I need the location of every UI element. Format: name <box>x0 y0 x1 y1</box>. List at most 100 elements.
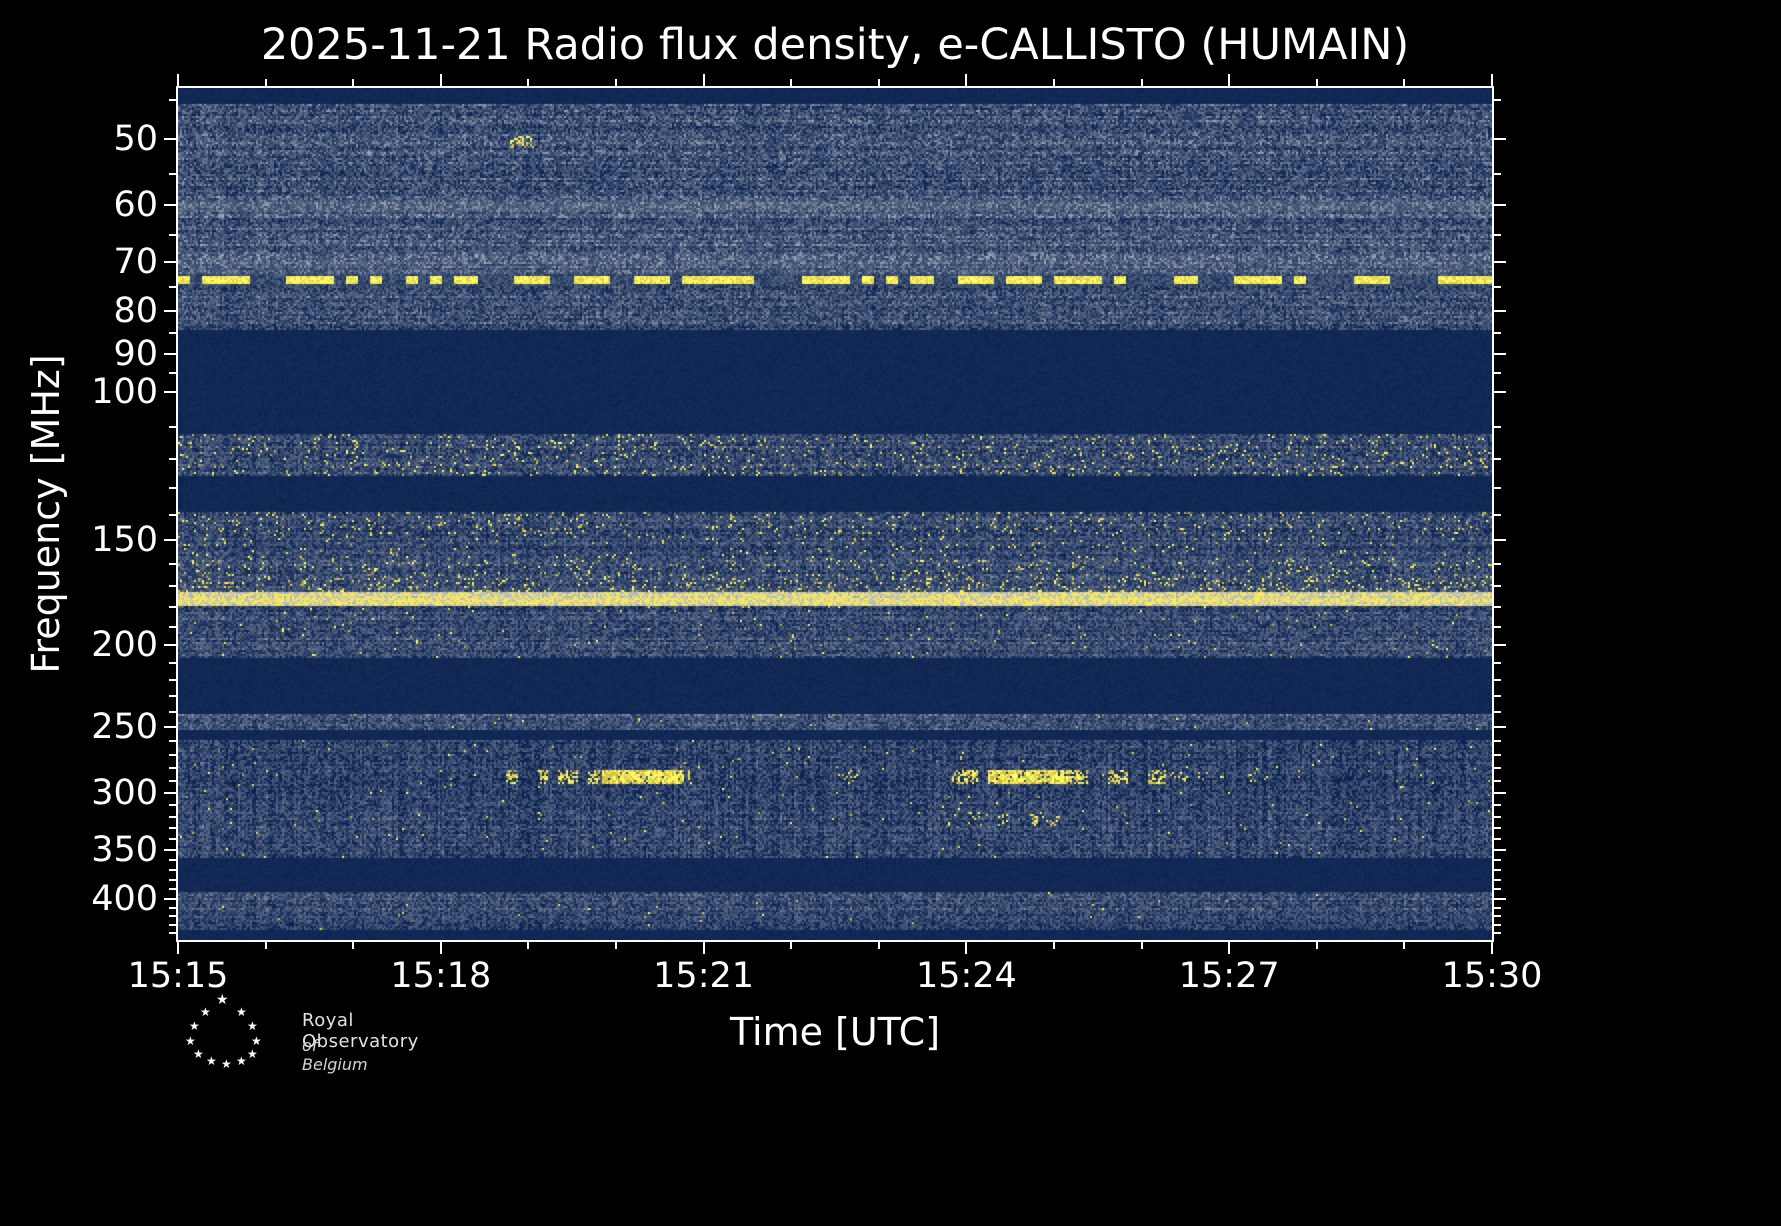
spectrogram-heatmap <box>178 88 1492 940</box>
logo-star-icon: ★ <box>216 992 229 1008</box>
y-major-tick-right <box>1494 352 1506 355</box>
y-minor-tick-left <box>169 804 176 807</box>
y-major-tick-left <box>164 792 176 795</box>
logo-star-icon: ★ <box>221 1057 232 1071</box>
x-minor-tick-bottom <box>877 942 880 949</box>
y-major-tick-right <box>1494 792 1506 795</box>
x-major-tick-bottom <box>177 942 179 954</box>
logo-star-icon: ★ <box>200 1005 211 1019</box>
y-major-tick-right <box>1494 725 1506 728</box>
x-major-tick-top <box>177 74 179 86</box>
y-minor-tick-left <box>169 915 176 918</box>
y-minor-tick-right <box>1494 924 1501 927</box>
y-minor-tick-right <box>1494 869 1501 872</box>
y-minor-tick-left <box>169 605 176 608</box>
y-minor-tick-left <box>169 286 176 288</box>
y-minor-tick-right <box>1494 233 1501 236</box>
y-minor-tick-right <box>1494 605 1501 608</box>
y-minor-tick-right <box>1494 486 1501 489</box>
y-minor-tick-left <box>169 710 176 713</box>
x-tick-label: 15:24 <box>915 956 1017 996</box>
x-minor-tick-top <box>1403 79 1406 86</box>
x-major-tick-top <box>439 74 442 86</box>
logo-star-icon: ★ <box>189 1019 200 1033</box>
x-minor-tick-bottom <box>790 942 793 949</box>
x-minor-tick-bottom <box>1140 942 1143 949</box>
y-minor-tick-left <box>169 859 176 862</box>
x-minor-tick-bottom <box>1403 942 1406 949</box>
x-tick-label: 15:15 <box>127 956 229 996</box>
chart-title: 2025-11-21 Radio flux density, e-CALLIST… <box>260 20 1410 70</box>
y-minor-tick-right <box>1494 740 1501 743</box>
y-minor-tick-left <box>169 562 176 565</box>
y-minor-tick-right <box>1494 331 1501 334</box>
y-minor-tick-right <box>1494 286 1501 288</box>
y-minor-tick-left <box>169 662 176 665</box>
y-minor-tick-left <box>169 331 176 334</box>
logo-star-icon: ★ <box>236 1054 247 1068</box>
y-minor-tick-left <box>169 625 176 628</box>
y-minor-tick-left <box>169 372 176 375</box>
y-minor-tick-left <box>169 878 176 881</box>
y-tick-label: 250 <box>91 706 158 747</box>
x-minor-tick-bottom <box>527 942 530 949</box>
logo-star-icon: ★ <box>185 1034 196 1048</box>
y-minor-tick-left <box>169 827 176 830</box>
y-minor-tick-left <box>169 816 176 819</box>
y-minor-tick-left <box>169 932 176 935</box>
y-minor-tick-left <box>169 584 176 587</box>
y-minor-tick-right <box>1494 625 1501 628</box>
y-tick-label: 80 <box>113 290 158 331</box>
y-minor-tick-right <box>1494 562 1501 565</box>
x-minor-tick-top <box>1315 79 1318 86</box>
y-minor-tick-right <box>1494 457 1501 460</box>
x-minor-tick-top <box>527 79 530 86</box>
y-minor-tick-right <box>1494 906 1501 909</box>
y-minor-tick-right <box>1494 679 1501 682</box>
y-major-tick-right <box>1494 260 1506 263</box>
y-major-tick-left <box>164 137 176 140</box>
x-major-tick-top <box>1491 74 1493 86</box>
logo-star-icon: ★ <box>247 1019 258 1033</box>
y-minor-tick-right <box>1494 99 1501 102</box>
y-axis-label: Frequency [MHz] <box>24 354 68 674</box>
x-minor-tick-top <box>1140 79 1143 86</box>
y-tick-label: 150 <box>91 520 158 561</box>
y-major-tick-right <box>1494 897 1506 900</box>
y-major-tick-right <box>1494 539 1506 542</box>
y-tick-label: 90 <box>113 333 158 374</box>
y-minor-tick-left <box>169 172 176 175</box>
x-minor-tick-top <box>615 79 617 86</box>
y-minor-tick-left <box>169 425 176 428</box>
x-major-tick-bottom <box>1228 942 1231 954</box>
y-minor-tick-left <box>169 514 176 517</box>
y-major-tick-left <box>164 391 176 394</box>
y-tick-label: 50 <box>113 118 158 159</box>
y-minor-tick-right <box>1494 767 1501 770</box>
x-axis-label: Time [UTC] <box>729 1010 941 1054</box>
y-minor-tick-right <box>1494 888 1501 891</box>
y-tick-label: 100 <box>91 372 158 413</box>
y-minor-tick-left <box>169 906 176 909</box>
y-minor-tick-left <box>169 740 176 743</box>
y-tick-label: 200 <box>91 625 158 666</box>
x-minor-tick-bottom <box>615 942 617 949</box>
y-major-tick-left <box>164 725 176 728</box>
y-major-tick-right <box>1494 204 1506 207</box>
y-tick-label: 60 <box>113 185 158 226</box>
y-major-tick-left <box>164 204 176 207</box>
y-minor-tick-right <box>1494 514 1501 517</box>
y-minor-tick-left <box>169 457 176 460</box>
y-minor-tick-right <box>1494 827 1501 830</box>
y-minor-tick-right <box>1494 584 1501 587</box>
y-major-tick-left <box>164 260 176 263</box>
logo-star-icon: ★ <box>247 1047 258 1061</box>
x-minor-tick-bottom <box>352 942 355 949</box>
x-minor-tick-top <box>1053 79 1055 86</box>
y-minor-tick-left <box>169 99 176 102</box>
y-tick-label: 350 <box>91 829 158 870</box>
y-minor-tick-left <box>169 753 176 756</box>
x-major-tick-bottom <box>702 942 705 954</box>
logo-star-icon: ★ <box>236 1005 247 1019</box>
y-major-tick-left <box>164 309 176 312</box>
